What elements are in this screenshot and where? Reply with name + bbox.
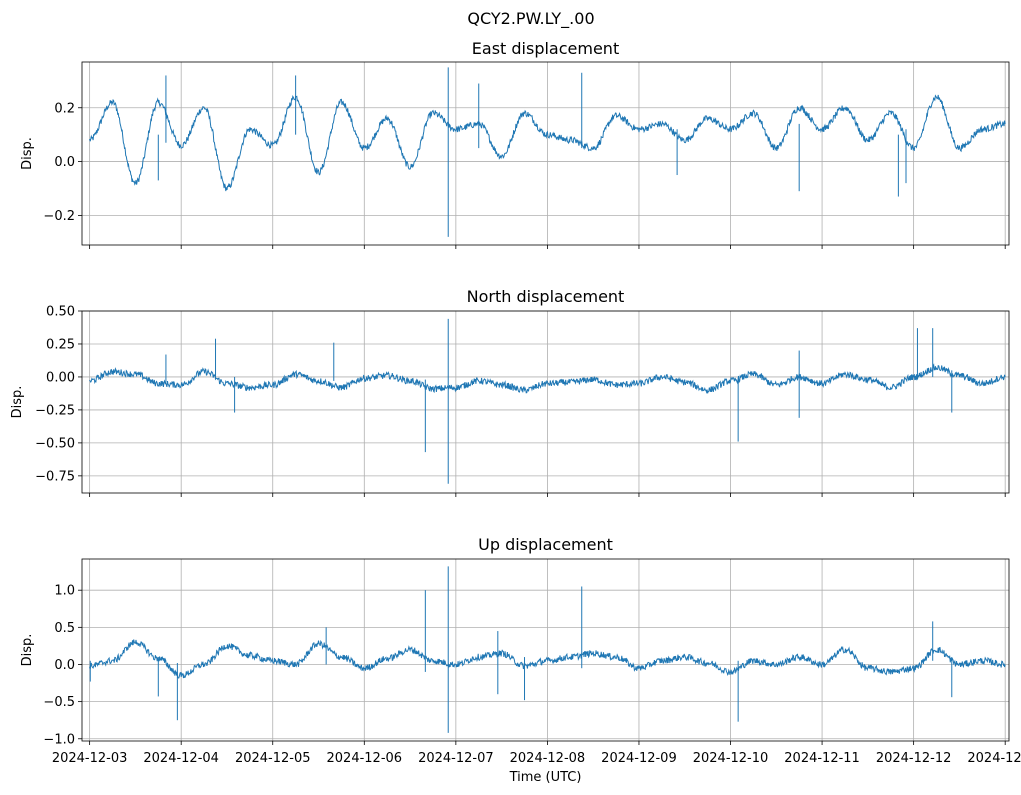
x-tick-label: 2024-12-06: [327, 751, 403, 766]
panel-3: −1.0 −0.5 0.0 0.5 1.0 Up displacement Disp. 202…: [20, 535, 1021, 785]
panel-1: −0.2 0.0 0.2 East displacement Disp.: [20, 39, 1010, 249]
x-tick-label: 2024-12-10: [693, 751, 769, 766]
y-tick-label: 0.50: [46, 305, 75, 320]
y-tick-label: 0.2: [54, 101, 75, 116]
x-tick-label: 2024-12-05: [235, 751, 311, 766]
y-tick-label: −0.75: [35, 469, 75, 484]
y-tick-label: 0.0: [54, 155, 75, 170]
x-tick-label: 2024-12-11: [784, 751, 860, 766]
y-tick-label: −0.5: [43, 695, 75, 710]
x-tick-label: 2024-12-09: [601, 751, 677, 766]
series-line: [89, 94, 1006, 192]
y-tick-label: −0.2: [43, 209, 75, 224]
x-tick-label: 2024-12-13: [967, 751, 1021, 766]
series-line: [89, 639, 1006, 679]
figure-title: QCY2.PW.LY_.00: [467, 9, 594, 29]
axes-frame: [81, 61, 1010, 246]
y-tick-label: 0.5: [54, 621, 75, 636]
axes-title: Up displacement: [478, 535, 613, 554]
x-tick-label: 2024-12-08: [510, 751, 586, 766]
series-line: [89, 363, 1006, 395]
y-tick-label: −1.0: [43, 732, 75, 747]
axes-title: East displacement: [472, 39, 619, 58]
y-tick-label: 0.00: [46, 370, 75, 385]
axes-frame: [81, 558, 1010, 742]
y-tick-label: 1.0: [54, 584, 75, 599]
x-tick-label: 2024-12-03: [52, 751, 128, 766]
y-axis-label: Disp.: [20, 634, 35, 667]
y-tick-label: 0.0: [54, 658, 75, 673]
axes-frame: [81, 310, 1010, 494]
panel-2: −0.75 −0.50 −0.25 0.00 0.25 0.50 North displac…: [10, 287, 1010, 497]
y-tick-label: −0.50: [35, 436, 75, 451]
y-axis-label: Disp.: [10, 386, 25, 419]
x-tick-label: 2024-12-07: [418, 751, 494, 766]
x-axis-label: Time (UTC): [509, 770, 582, 785]
y-tick-label: −0.25: [35, 403, 75, 418]
y-tick-label: 0.25: [46, 337, 75, 352]
x-tick-label: 2024-12-04: [143, 751, 219, 766]
y-axis-label: Disp.: [20, 137, 35, 170]
axes-title: North displacement: [467, 287, 625, 306]
x-tick-label: 2024-12-12: [876, 751, 952, 766]
